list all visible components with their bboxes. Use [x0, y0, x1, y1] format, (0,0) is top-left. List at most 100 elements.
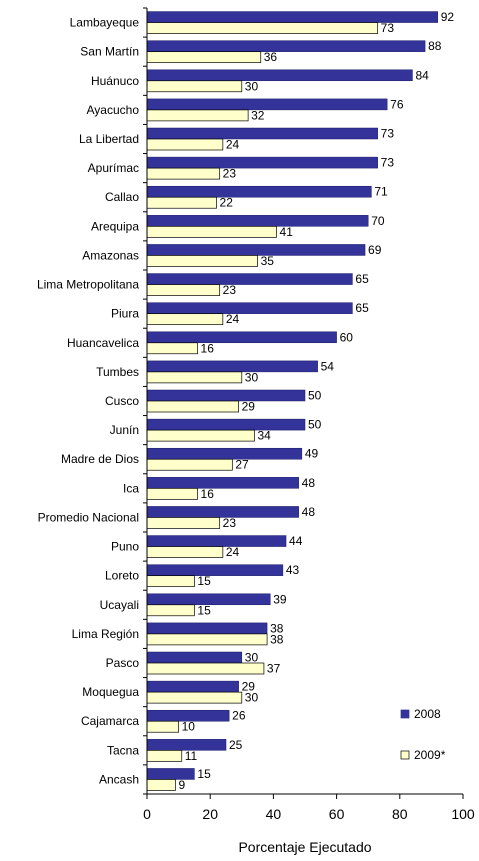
bar-series-1 [146, 98, 388, 111]
data-label: 30 [245, 651, 259, 665]
bar-series-2 [146, 22, 379, 34]
data-label: 16 [201, 341, 215, 355]
data-label: 73 [381, 156, 395, 170]
x-tick-label: 100 [451, 806, 475, 822]
x-tick-label: 20 [202, 806, 218, 822]
data-label: 71 [374, 185, 388, 199]
x-tick-label: 80 [392, 806, 408, 822]
bar-series-2 [146, 371, 243, 384]
data-label: 27 [235, 458, 249, 472]
data-label: 23 [223, 516, 237, 530]
category-label: Callao [105, 190, 139, 204]
data-label: 41 [280, 225, 294, 239]
bar-series-2 [146, 749, 183, 762]
bar-series-2 [146, 487, 198, 500]
data-label: 11 [185, 749, 198, 763]
legend-label: 2009* [414, 748, 446, 762]
bar-series-1 [146, 244, 366, 256]
bar-series-1 [146, 273, 353, 285]
category-label: Lima Región [72, 627, 139, 641]
data-label: 84 [415, 68, 429, 82]
bar-series-2 [146, 109, 249, 122]
data-label: 73 [381, 127, 395, 141]
x-tick-label: 0 [143, 806, 151, 822]
bar-series-2 [146, 546, 224, 558]
bar-series-2 [146, 80, 243, 93]
legend-swatch [400, 709, 410, 719]
category-label: Ancash [99, 772, 139, 786]
data-label: 44 [289, 534, 303, 548]
category-label: Lima Metropolitana [37, 278, 139, 292]
category-label: Moquegua [82, 685, 139, 699]
bar-series-2 [146, 458, 233, 471]
category-label: Ucayali [100, 598, 139, 612]
x-axis-title: Porcentaje Ejecutado [238, 839, 371, 855]
category-label: Tumbes [96, 365, 139, 379]
bar-series-1 [146, 447, 303, 460]
category-label: Huánuco [91, 74, 139, 88]
bar-series-1 [146, 564, 284, 576]
data-label: 15 [197, 603, 211, 617]
data-label: 16 [201, 487, 215, 501]
category-label: Amazonas [82, 248, 139, 262]
bar-series-1 [146, 302, 353, 314]
bar-series-2 [146, 225, 277, 238]
data-label: 39 [273, 592, 287, 606]
bar-series-2 [146, 604, 195, 617]
bar-series-1 [146, 680, 239, 693]
data-label: 22 [220, 196, 234, 210]
bar-series-2 [146, 342, 198, 355]
data-label: 23 [223, 167, 237, 181]
bar-series-2 [146, 517, 221, 529]
category-label: Apurímac [88, 161, 139, 175]
data-label: 30 [245, 370, 259, 384]
category-label: Cusco [105, 394, 139, 408]
category-label: Ayacucho [87, 103, 140, 117]
data-label: 30 [245, 79, 259, 93]
data-label: 32 [251, 108, 265, 122]
bar-series-1 [146, 185, 372, 198]
data-label: 49 [305, 447, 319, 461]
data-label: 43 [286, 563, 300, 577]
data-label: 10 [182, 720, 196, 734]
data-label: 38 [270, 621, 284, 635]
data-label: 24 [226, 312, 240, 326]
data-label: 65 [355, 272, 369, 286]
data-label: 88 [428, 39, 442, 53]
bar-series-2 [146, 691, 243, 704]
x-tick-label: 40 [266, 806, 282, 822]
data-label: 35 [261, 254, 275, 268]
data-label: 50 [308, 389, 322, 403]
bar-series-2 [146, 313, 224, 326]
data-label: 30 [245, 691, 259, 705]
data-label: 26 [232, 709, 246, 723]
data-label: 25 [229, 738, 243, 752]
data-label: 92 [441, 10, 455, 24]
category-label: Junín [110, 423, 139, 437]
data-label: 54 [321, 359, 335, 373]
bar-series-2 [146, 429, 255, 442]
data-label: 9 [178, 778, 185, 792]
bar-series-1 [146, 535, 287, 547]
data-label: 65 [355, 301, 369, 315]
category-label: Promedio Nacional [38, 510, 139, 524]
data-label: 36 [264, 50, 278, 64]
bar-series-1 [146, 477, 299, 489]
bar-series-1 [146, 215, 369, 227]
data-label: 76 [390, 97, 404, 111]
data-label: 48 [302, 505, 316, 519]
category-label: La Libertad [79, 132, 139, 146]
bar-series-1 [146, 127, 378, 140]
bar-series-2 [146, 662, 265, 675]
bar-series-1 [146, 69, 413, 82]
category-label: Arequipa [91, 219, 139, 233]
bar-series-2 [146, 575, 195, 588]
category-label: Pasco [106, 656, 140, 670]
category-label: Lambayeque [70, 16, 140, 30]
category-label: Huancavelica [67, 336, 139, 350]
bar-series-1 [146, 389, 306, 402]
data-label: 73 [381, 21, 395, 35]
bar-series-1 [146, 651, 243, 664]
